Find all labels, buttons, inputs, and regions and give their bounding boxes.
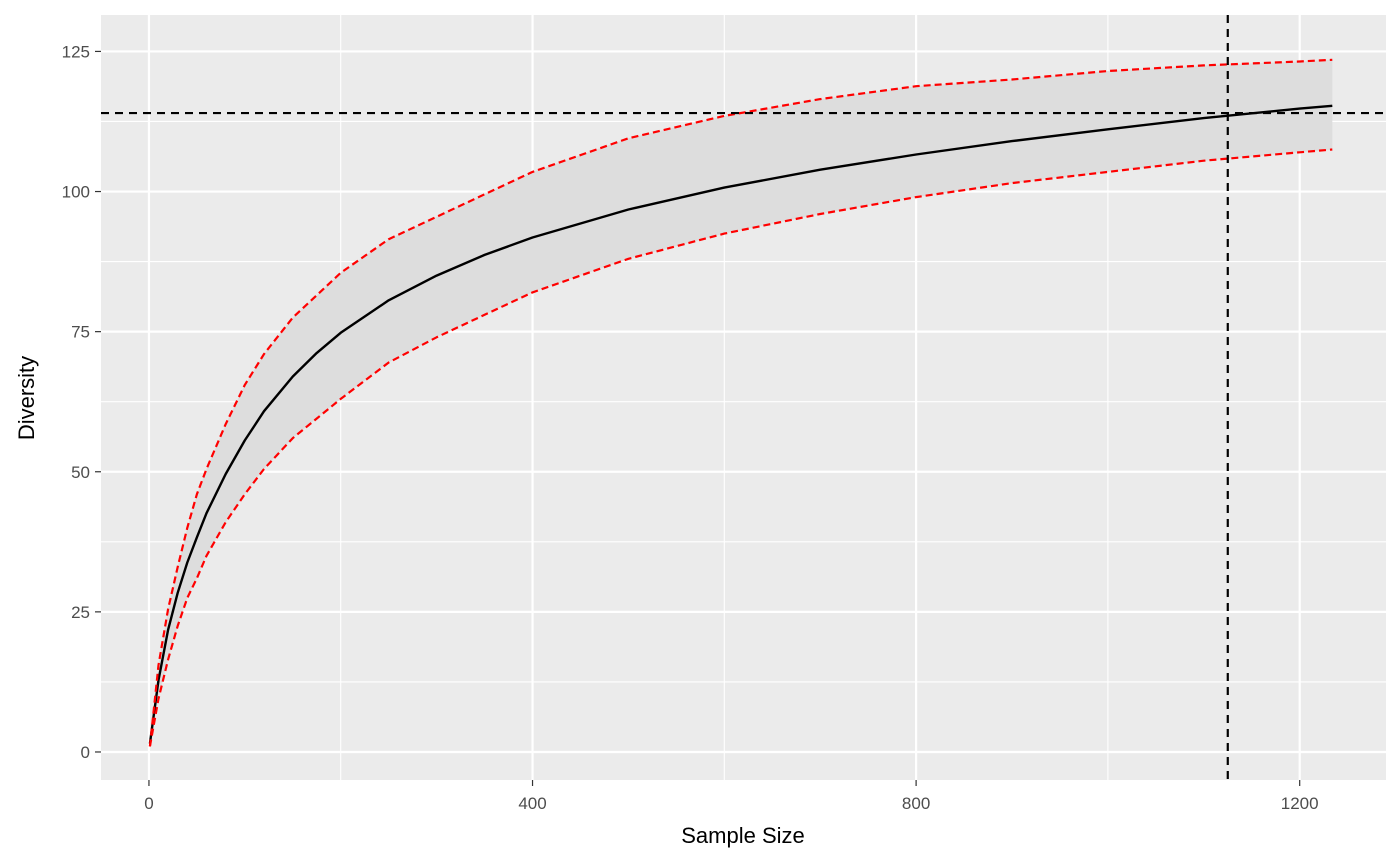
series-layer (148, 58, 1333, 747)
confidence-ribbon (149, 59, 1333, 747)
confidence-ribbon-layer (149, 59, 1333, 747)
x-tick-label: 400 (518, 794, 546, 813)
x-tick-label: 800 (902, 794, 930, 813)
y-tick-label: 75 (71, 323, 90, 342)
y-axis: 0 25 50 75 100 125 (62, 42, 101, 762)
y-tick-label: 100 (62, 183, 90, 202)
lower-bound-line (148, 148, 1333, 747)
x-tick-label: 1200 (1281, 794, 1319, 813)
x-axis-title: Sample Size (681, 823, 805, 848)
x-axis: 0 400 800 1200 (144, 780, 1319, 813)
x-tick-label: 0 (144, 794, 153, 813)
mean-curve (148, 104, 1333, 744)
upper-bound-line (148, 58, 1333, 747)
y-tick-label: 50 (71, 463, 90, 482)
y-tick-label: 0 (81, 743, 90, 762)
y-tick-label: 125 (62, 42, 90, 61)
y-tick-label: 25 (71, 603, 90, 622)
reference-lines-layer (101, 15, 1386, 780)
y-axis-title: Diversity (14, 356, 39, 440)
